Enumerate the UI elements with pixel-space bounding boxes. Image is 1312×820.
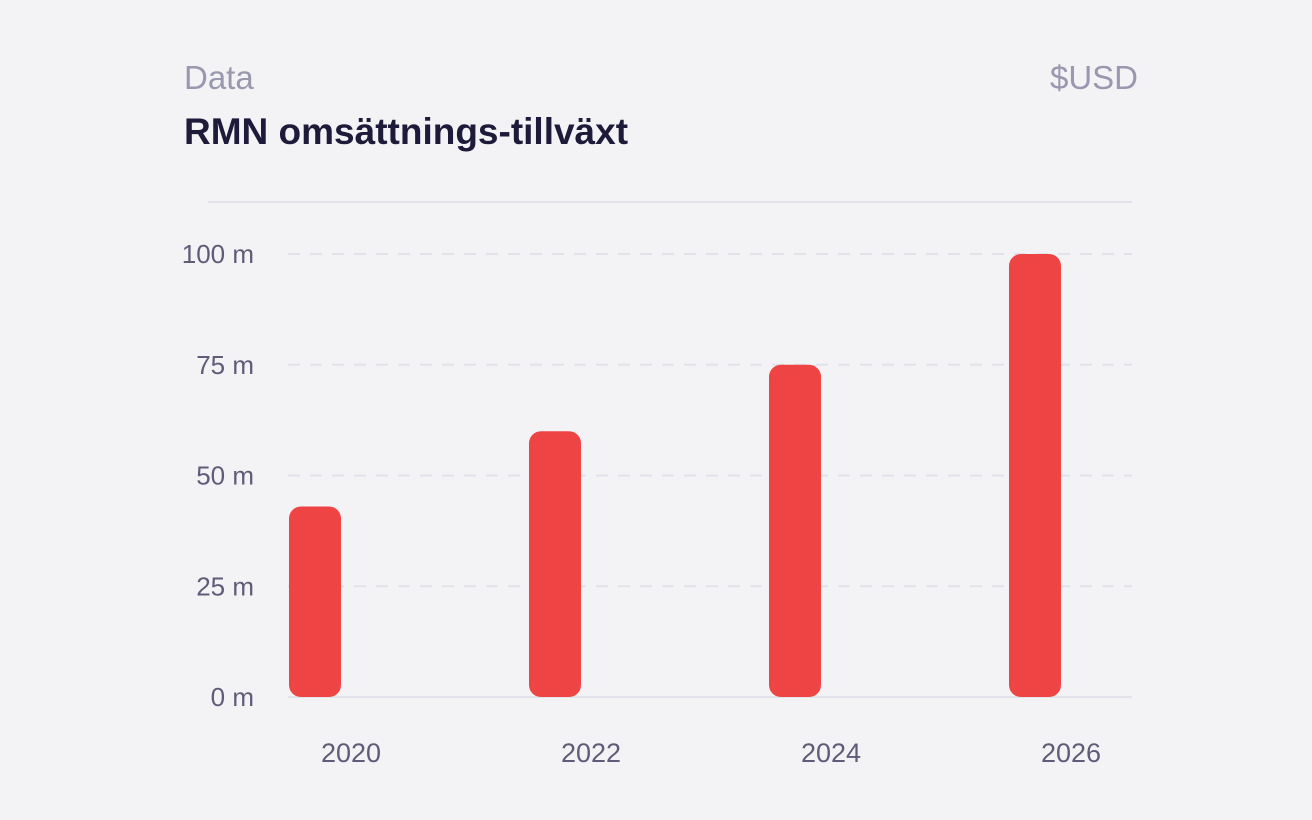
x-tick-label: 2024 — [801, 738, 861, 768]
bar-2026 — [1009, 254, 1061, 697]
y-axis-ticks: 0 m 25 m 50 m 75 m 100 m — [182, 239, 254, 712]
y-tick-label: 25 m — [196, 571, 254, 601]
bars — [289, 254, 1061, 697]
bar-2020 — [289, 506, 341, 697]
x-tick-label: 2022 — [561, 738, 621, 768]
y-tick-label: 0 m — [211, 682, 254, 712]
x-tick-label: 2026 — [1041, 738, 1101, 768]
chart-kicker: Data — [184, 59, 254, 96]
bar-2022 — [529, 431, 581, 697]
y-tick-label: 100 m — [182, 239, 254, 269]
bar-2024 — [769, 364, 821, 697]
chart-title: RMN omsättnings-tillväxt — [184, 111, 629, 152]
grid-lines — [288, 253, 1132, 698]
x-tick-label: 2020 — [321, 738, 381, 768]
y-tick-label: 50 m — [196, 461, 254, 491]
x-axis-ticks: 2020 2022 2024 2026 — [321, 738, 1101, 768]
y-tick-label: 75 m — [196, 350, 254, 380]
currency-label: $USD — [1049, 59, 1138, 96]
